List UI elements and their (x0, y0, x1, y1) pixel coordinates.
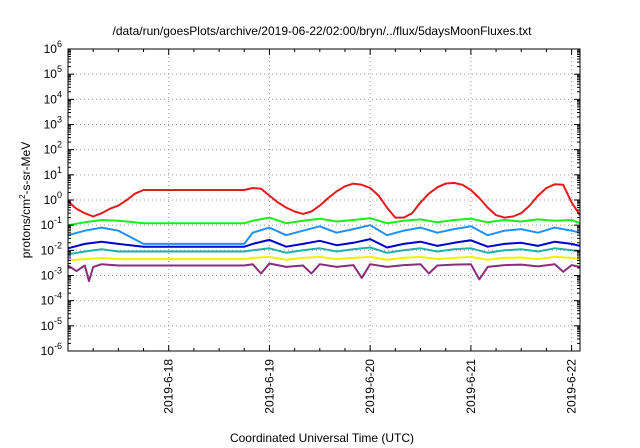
y-axis: 10-6 10-5 10-4 10-3 10-2 10-1 100 101 102 103 104 1… (41, 39, 580, 358)
series-layer (67, 181, 581, 283)
y-tick-label: 106 (44, 39, 62, 56)
x-tick-label: 2019-6-22 (565, 359, 579, 414)
y-tick-label: 105 (44, 64, 62, 81)
y-tick-label: 10-5 (41, 316, 62, 333)
series-line-7 (67, 262, 581, 283)
y-tick-label: 10-6 (41, 341, 62, 358)
chart-title: /data/run/goesPlots/archive/2019-06-22/0… (113, 24, 533, 38)
x-axis: 2019-6-18 2019-6-19 2019-6-20 2019-6-21 2019… (92, 49, 579, 414)
series-line-6 (67, 255, 581, 262)
series-line-2 (67, 216, 581, 227)
x-tick-label: 2019-6-18 (162, 359, 176, 414)
y-tick-label: 10-3 (41, 266, 62, 283)
series-line-4 (67, 238, 581, 250)
x-tick-label: 2019-6-20 (363, 359, 377, 414)
y-tick-label: 10-1 (41, 215, 62, 232)
y-axis-label: protons/cm2-s-sr-MeV (18, 142, 33, 258)
x-tick-label: 2019-6-21 (464, 359, 478, 414)
series-line-3 (67, 224, 581, 245)
x-axis-label: Coordinated Universal Time (UTC) (230, 431, 414, 445)
y-tick-label: 10-4 (41, 291, 62, 308)
series-line-1 (67, 181, 581, 219)
y-tick-label: 10-2 (41, 240, 62, 257)
grid-layer (68, 49, 580, 351)
x-tick-label: 2019-6-19 (262, 359, 276, 414)
y-tick-label: 104 (44, 89, 62, 106)
y-tick-label: 102 (44, 140, 62, 157)
y-tick-label: 103 (44, 115, 62, 132)
series-line-5 (67, 246, 581, 256)
y-tick-label: 100 (44, 190, 62, 207)
y-tick-label: 101 (44, 165, 62, 182)
